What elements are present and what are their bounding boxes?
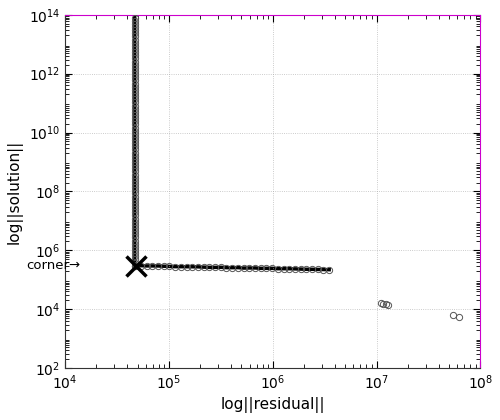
Text: corner→: corner→ xyxy=(26,259,80,272)
Y-axis label: log||solution||: log||solution|| xyxy=(7,139,23,244)
X-axis label: log||residual||: log||residual|| xyxy=(220,397,325,413)
